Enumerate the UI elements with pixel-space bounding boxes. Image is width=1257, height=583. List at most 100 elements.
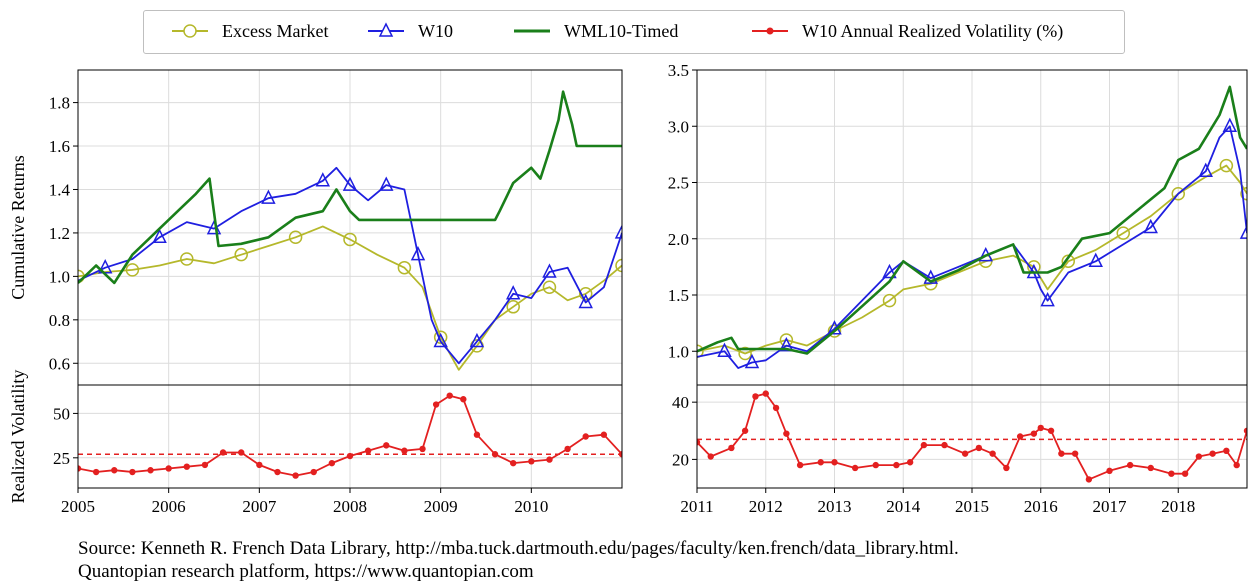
series-wml10-timed — [78, 90, 622, 285]
data-point — [342, 176, 358, 191]
legend-item: WML10-Timed — [514, 21, 678, 41]
data-point — [817, 459, 824, 466]
data-point — [831, 459, 838, 466]
x-tick-label: 2016 — [1024, 497, 1058, 516]
legend-entries: Excess Market W10 WML10-Timed W10 Annual Re… — [172, 21, 1063, 42]
data-point — [961, 450, 969, 457]
series-w10-annual-realized-volatility- — [78, 392, 622, 479]
y-tick-label: 0.8 — [49, 311, 70, 330]
y-tick-label: 2.5 — [668, 174, 689, 193]
data-point — [1233, 461, 1240, 469]
data-point — [1037, 424, 1044, 432]
source-text: Source: Kenneth R. French Data Library, … — [78, 538, 959, 559]
data-point — [346, 452, 354, 460]
x-tick-label: 2014 — [886, 497, 921, 516]
x-tick-label: 2009 — [424, 497, 458, 516]
data-point — [165, 465, 172, 472]
x-tick-label: 2007 — [242, 497, 277, 516]
data-point — [78, 465, 82, 472]
x-tick-label: 2013 — [818, 497, 852, 516]
data-point — [1016, 433, 1024, 440]
data-point — [460, 396, 467, 403]
data-point — [1168, 470, 1175, 477]
data-point — [717, 342, 732, 357]
data-point — [1181, 470, 1189, 477]
data-point — [783, 430, 790, 437]
y-tick-label: 50 — [53, 404, 70, 423]
data-point — [728, 444, 735, 452]
data-point — [256, 461, 263, 469]
data-point — [528, 458, 535, 465]
y-tick-label: 40 — [672, 393, 689, 412]
series-w10-annual-realized-volatility- — [697, 390, 1247, 483]
x-tick-label: 2008 — [333, 497, 367, 516]
legend-marker — [183, 24, 197, 38]
data-point — [542, 280, 557, 294]
y-tick-label: 1.0 — [49, 267, 70, 286]
data-point — [872, 461, 879, 469]
data-point — [578, 293, 593, 309]
data-point — [542, 263, 557, 278]
y-tick-label: 3.0 — [668, 117, 689, 136]
y-tick-label: 1.6 — [49, 137, 70, 156]
data-point — [697, 344, 704, 358]
data-point — [1058, 450, 1065, 457]
data-point — [261, 189, 276, 204]
legend-marker — [766, 27, 774, 35]
data-point — [697, 439, 701, 446]
y-tick-label: 0.6 — [49, 354, 70, 373]
data-point — [1003, 464, 1010, 472]
data-point — [1143, 218, 1158, 234]
legend-label: WML10-Timed — [564, 21, 678, 41]
data-point — [288, 230, 303, 245]
chart-panels: 0.6 0.8 1.0 1.2 1.4 1.6 1.8 Cumulative Returns 2… — [8, 61, 1248, 516]
data-point — [234, 247, 248, 262]
x-tick-label: 2006 — [152, 497, 186, 516]
data-point — [152, 228, 167, 244]
data-point — [1106, 467, 1113, 475]
data-point — [1085, 476, 1093, 483]
legend-label: W10 — [418, 21, 453, 41]
data-point — [446, 392, 453, 399]
data-point — [506, 300, 520, 314]
data-point — [1126, 461, 1134, 469]
data-point — [401, 447, 408, 454]
y-axis-label: Realized Volatility — [8, 370, 28, 504]
data-point — [578, 287, 593, 301]
series-w10 — [78, 166, 622, 365]
x-tick-label: 2005 — [61, 497, 95, 516]
x-tick-label: 2010 — [514, 497, 548, 516]
data-point — [796, 461, 804, 469]
data-point — [310, 468, 317, 476]
legend — [143, 10, 1125, 54]
data-point — [752, 393, 759, 400]
x-tick-label: 2018 — [1161, 497, 1195, 516]
data-point — [410, 245, 426, 261]
data-point — [893, 461, 900, 469]
series-line — [78, 225, 622, 371]
data-point — [1195, 453, 1203, 460]
data-point — [741, 427, 749, 434]
data-point — [941, 441, 948, 449]
data-point — [1240, 187, 1247, 201]
panel-bottom-left: 25 50 2005 2006 2007 2008 2009 2010 Realized Vol… — [8, 370, 623, 516]
series-line — [78, 90, 622, 285]
y-tick-label: 1.5 — [668, 286, 689, 305]
data-point — [469, 332, 485, 348]
data-point — [201, 461, 209, 469]
data-point — [1171, 187, 1185, 201]
data-point — [1223, 447, 1230, 455]
x-tick-label: 2015 — [955, 497, 989, 516]
data-point — [615, 258, 622, 273]
data-point — [238, 449, 245, 456]
legend-item: W10 Annual Realized Volatility (%) — [752, 21, 1063, 42]
data-point — [1243, 427, 1247, 434]
legend-label: Excess Market — [222, 21, 328, 41]
data-point — [772, 404, 780, 412]
series-w10 — [697, 117, 1247, 370]
data-point — [618, 451, 622, 458]
data-point — [1116, 226, 1130, 240]
series-excess-market — [78, 225, 622, 371]
data-point — [433, 332, 448, 348]
